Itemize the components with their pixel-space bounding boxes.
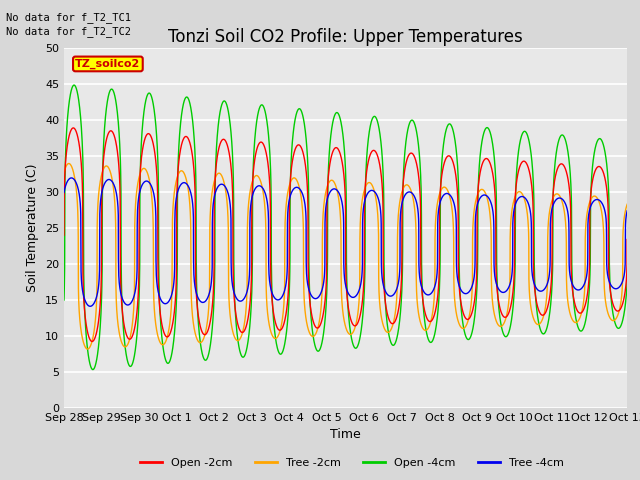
Text: TZ_soilco2: TZ_soilco2: [76, 59, 141, 69]
Line: Tree -2cm: Tree -2cm: [64, 164, 627, 349]
Text: No data for f_T2_TC2: No data for f_T2_TC2: [6, 26, 131, 37]
Tree -4cm: [623, 208, 631, 214]
Legend: Open -2cm, Tree -2cm, Open -4cm, Tree -4cm: Open -2cm, Tree -2cm, Open -4cm, Tree -4…: [136, 453, 568, 472]
Tree -2cm: [84, 346, 92, 352]
Tree -4cm: [570, 284, 578, 290]
Tree -4cm: [86, 303, 94, 309]
Open -4cm: [60, 297, 68, 303]
Open -2cm: [411, 155, 419, 160]
Open -2cm: [60, 232, 68, 238]
Open -2cm: [69, 125, 77, 131]
Line: Open -2cm: Open -2cm: [64, 128, 627, 341]
Tree -4cm: [60, 190, 68, 195]
Open -2cm: [623, 237, 631, 242]
Open -4cm: [570, 302, 578, 308]
Open -4cm: [181, 96, 189, 102]
Open -4cm: [218, 102, 225, 108]
Open -2cm: [181, 134, 189, 140]
Open -2cm: [218, 138, 225, 144]
Tree -4cm: [218, 181, 225, 187]
Open -4cm: [623, 281, 631, 287]
Tree -4cm: [401, 192, 409, 198]
Open -2cm: [570, 297, 578, 303]
Text: No data for f_T2_TC1: No data for f_T2_TC1: [6, 12, 131, 23]
Title: Tonzi Soil CO2 Profile: Upper Temperatures: Tonzi Soil CO2 Profile: Upper Temperatur…: [168, 28, 523, 47]
Open -4cm: [70, 82, 78, 88]
Line: Tree -4cm: Tree -4cm: [64, 178, 627, 306]
Open -4cm: [623, 278, 631, 284]
Y-axis label: Soil Temperature (C): Soil Temperature (C): [26, 164, 40, 292]
Tree -4cm: [411, 194, 419, 200]
Open -2cm: [623, 262, 631, 267]
Tree -2cm: [401, 183, 409, 189]
Open -2cm: [401, 167, 409, 172]
Tree -4cm: [181, 180, 189, 186]
Tree -2cm: [623, 202, 631, 207]
Tree -2cm: [181, 172, 189, 178]
Tree -2cm: [411, 206, 419, 212]
Tree -2cm: [570, 319, 578, 325]
Tree -2cm: [65, 161, 73, 167]
Open -4cm: [411, 121, 419, 127]
Tree -2cm: [218, 173, 225, 179]
Open -2cm: [88, 338, 96, 344]
Tree -4cm: [623, 208, 631, 214]
X-axis label: Time: Time: [330, 429, 361, 442]
Tree -4cm: [67, 175, 75, 181]
Tree -2cm: [60, 170, 68, 176]
Tree -2cm: [623, 201, 631, 207]
Open -4cm: [401, 149, 409, 155]
Open -4cm: [89, 367, 97, 372]
Line: Open -4cm: Open -4cm: [64, 85, 627, 370]
